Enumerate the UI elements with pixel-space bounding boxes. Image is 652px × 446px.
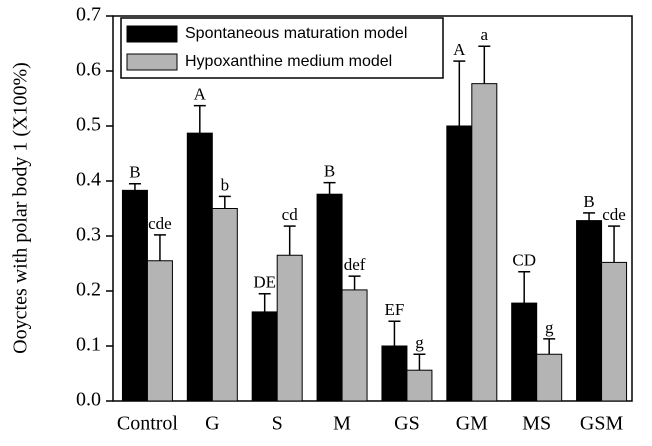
y-tick-label: 0.1 [76,334,101,356]
bar [121,189,148,402]
legend-swatch [126,53,178,71]
bar-annotation: g [545,318,554,337]
bar-annotation: cde [602,205,626,224]
bar-annotation: a [481,25,489,44]
bar-annotation: cde [148,214,172,233]
bar-annotation: CD [512,251,536,270]
x-tick-label: S [272,413,283,435]
x-tick-label: GS [394,413,420,435]
bar [211,208,238,402]
y-tick-label: 0.0 [76,389,101,411]
bar [316,193,343,402]
bar [576,220,603,402]
x-tick-label: GM [456,413,488,435]
bar [341,289,368,402]
bar [536,353,563,402]
x-tick-label: GSM [580,413,624,435]
legend-label: Spontaneous maturation model [185,25,407,42]
x-tick-label: G [205,413,219,435]
bar-annotation: EF [385,300,405,319]
bar-annotation: g [415,333,424,352]
bar-annotation: B [324,162,335,181]
bar [406,369,433,402]
y-tick-label: 0.7 [76,4,101,26]
bar [276,254,303,402]
bar-annotation: A [194,85,207,104]
bar-annotation: A [453,40,466,59]
y-tick-label: 0.2 [76,279,101,301]
x-tick-label: Control [117,413,179,435]
bar-annotation: b [221,175,230,194]
bar [471,83,498,402]
x-tick-label: M [333,413,351,435]
bar [146,260,173,402]
y-tick-label: 0.5 [76,114,101,136]
bar [381,345,408,402]
x-tick-label: MS [522,413,551,435]
legend-swatch [126,25,178,43]
y-axis-label: Ooyctes with polar body 1 (X100%) [10,62,32,354]
plot-frame [112,15,633,402]
bar-annotation: def [344,255,366,274]
bar [511,302,538,402]
bar [186,132,213,402]
bar [251,311,278,402]
y-tick-label: 0.4 [76,169,101,191]
legend-label: Hypoxanthine medium model [185,53,392,70]
y-tick-label: 0.3 [76,224,101,246]
bar-annotation: cd [282,205,299,224]
bar-annotation: B [583,192,594,211]
bar [601,261,628,402]
bar-annotation: B [129,163,140,182]
bar [446,125,473,402]
bar-annotation: DE [253,273,276,292]
y-tick-label: 0.6 [76,59,101,81]
